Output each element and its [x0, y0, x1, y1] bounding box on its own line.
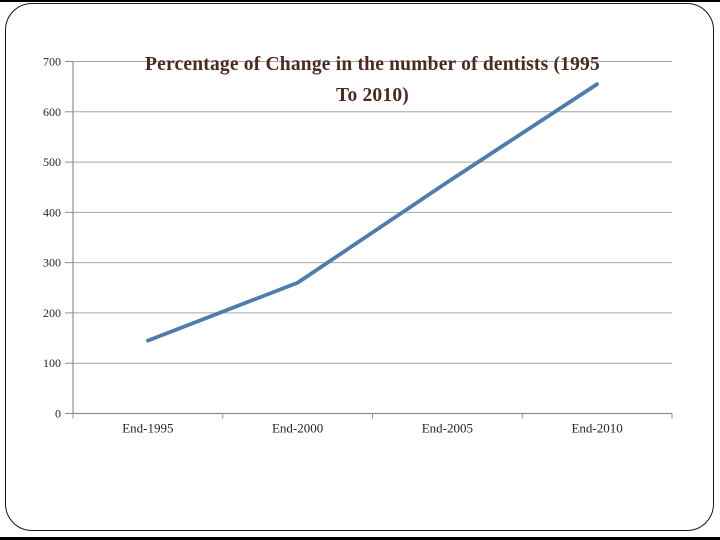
- chart-title-line-2: To 2010): [336, 85, 409, 106]
- y-tick-label: 200: [43, 306, 61, 320]
- y-tick-label: 700: [43, 55, 61, 69]
- bottom-edge-bar: [0, 537, 720, 540]
- y-tick-label: 500: [43, 155, 61, 169]
- y-tick-label: 0: [55, 407, 61, 421]
- chart-title-line-1: Percentage of Change in the number of de…: [145, 54, 600, 75]
- x-tick-label: End-2005: [422, 421, 473, 436]
- x-tick-label: End-2000: [272, 421, 323, 436]
- x-tick-label: End-1995: [122, 421, 173, 436]
- top-edge-bar: [0, 0, 720, 2]
- y-tick-label: 300: [43, 256, 61, 270]
- data-series-line: [145, 82, 600, 343]
- y-tick-label: 100: [43, 356, 61, 370]
- x-tick-label: End-2010: [571, 421, 622, 436]
- y-tick-label: 400: [43, 205, 61, 219]
- y-tick-label: 600: [43, 105, 61, 119]
- chart-title: Percentage of Change in the number of de…: [73, 49, 672, 111]
- slide-border: [5, 3, 714, 531]
